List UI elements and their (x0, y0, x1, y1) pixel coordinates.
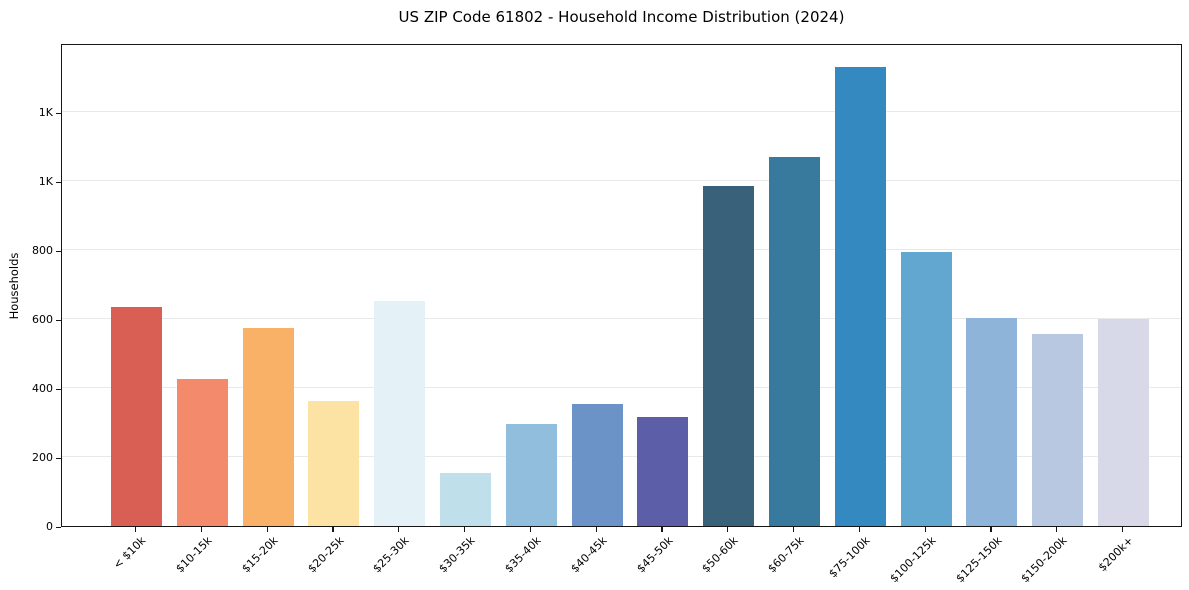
x-tick-label: $150-200k (1018, 534, 1070, 586)
y-tick-label: 800 (32, 244, 53, 257)
y-tick-label: 600 (32, 313, 53, 326)
y-tick-mark (56, 319, 61, 321)
y-tick-label: 0 (46, 520, 53, 533)
bar (308, 401, 360, 526)
bar (111, 306, 162, 526)
bar (1098, 319, 1149, 526)
y-tick-mark (56, 526, 61, 528)
bar (769, 156, 820, 526)
x-tick-label: $125-150k (952, 534, 1005, 586)
x-tick-label: $45-50k (633, 534, 676, 576)
x-tick-mark (990, 527, 992, 532)
bar (242, 327, 294, 526)
bar (966, 317, 1018, 526)
x-tick-label: $50-60k (699, 534, 741, 576)
gridline (62, 180, 1181, 181)
chart-title: US ZIP Code 61802 - Household Income Dis… (398, 8, 845, 26)
x-tick-mark (924, 527, 926, 532)
x-tick-label: $35-40k (502, 534, 544, 576)
x-tick-mark (398, 527, 400, 532)
x-tick-label: $10-15k (173, 534, 215, 576)
x-tick-mark (727, 527, 729, 532)
bar (440, 473, 491, 526)
x-tick-mark (595, 527, 597, 532)
y-tick-label: 200 (32, 451, 53, 464)
x-tick-mark (200, 527, 202, 532)
y-tick-mark (56, 250, 61, 252)
y-tick-mark (56, 181, 61, 183)
x-tick-mark (266, 527, 268, 532)
y-tick-label: 1K (38, 175, 53, 188)
bar (505, 423, 557, 526)
y-tick-mark (56, 388, 61, 390)
y-tick-mark (56, 112, 61, 114)
y-tick-label: 1K (38, 106, 53, 119)
bar (1032, 333, 1084, 526)
x-tick-mark (661, 527, 663, 532)
x-tick-label: $100-125k (887, 534, 939, 586)
bar (374, 301, 426, 526)
x-tick-mark (1056, 527, 1058, 532)
gridline (62, 111, 1181, 112)
bar (637, 416, 689, 526)
x-tick-label: $200k+ (1095, 534, 1136, 575)
x-tick-mark (793, 527, 795, 532)
bar (571, 403, 623, 526)
gridline (62, 249, 1181, 250)
x-tick-mark (464, 527, 466, 532)
y-tick-label: 400 (32, 382, 53, 395)
x-tick-label: $30-35k (436, 534, 478, 576)
bar (900, 252, 952, 526)
x-tick-label: $60-75k (765, 534, 807, 576)
y-axis-label: Households (7, 252, 21, 320)
x-tick-label: $40-45k (568, 534, 610, 576)
gridline (62, 318, 1181, 319)
bar (834, 67, 886, 526)
bar (703, 185, 755, 526)
x-tick-label: < $10k (111, 534, 149, 572)
x-tick-mark (1122, 527, 1124, 532)
x-tick-mark (529, 527, 531, 532)
x-tick-mark (135, 527, 137, 532)
bar (176, 379, 228, 526)
gridline (62, 387, 1181, 388)
x-tick-mark (332, 527, 334, 532)
x-tick-label: $75-100k (826, 534, 873, 581)
x-tick-label: $15-20k (239, 534, 281, 576)
x-tick-label: $20-25k (304, 534, 347, 576)
y-tick-mark (56, 457, 61, 459)
x-tick-label: $25-30k (370, 534, 412, 576)
x-tick-mark (858, 527, 860, 532)
plot-area (61, 44, 1182, 527)
